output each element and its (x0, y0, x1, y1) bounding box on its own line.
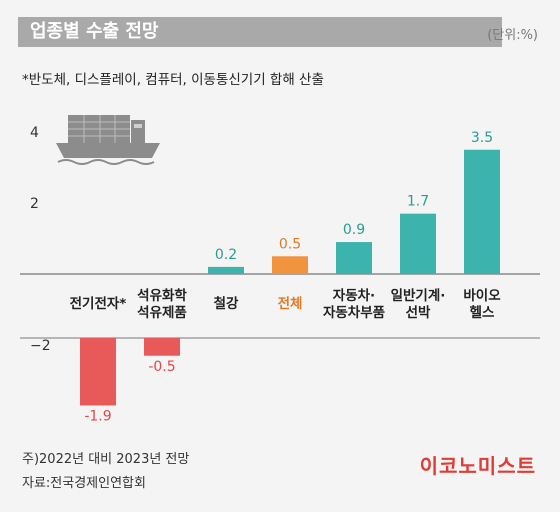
category-label: 선박 (406, 304, 431, 321)
unit-label: (단위:%) (487, 28, 538, 43)
bar (272, 256, 308, 274)
brand-logo: 이코노미스트 (419, 454, 536, 478)
category-label: 일반기계· (391, 287, 446, 304)
category-label: 헬스 (470, 304, 495, 321)
chart-footnote: *반도체, 디스플레이, 컴퓨터, 이동통신기기 합해 산출 (22, 72, 324, 88)
chart-title: 업종별 수출 전망 (30, 21, 159, 42)
category-label: 전기전자* (70, 295, 127, 312)
bar (208, 266, 244, 274)
value-label: 0.2 (215, 247, 237, 263)
category-label: 자동차· (333, 288, 375, 304)
category-label: 석유제품 (137, 305, 187, 321)
y-tick-label: 4 (30, 125, 39, 141)
title-bar: 업종별 수출 전망 (18, 17, 502, 47)
category-label: 바이오 (463, 287, 501, 304)
value-label: 0.9 (343, 222, 365, 238)
bar (464, 149, 500, 274)
category-label: 철강 (214, 295, 239, 312)
value-label: 0.5 (279, 236, 301, 252)
bar (336, 242, 372, 274)
category-label: 자동차부품 (323, 305, 385, 321)
cargo-ship-icon (56, 115, 160, 165)
value-label: 3.5 (471, 130, 493, 146)
notes: 주)2022년 대비 2023년 전망 자료:전국경제인연합회 (22, 448, 189, 496)
bar (400, 213, 436, 274)
value-label: -1.9 (84, 408, 111, 424)
note-basis: 주)2022년 대비 2023년 전망 (22, 452, 190, 467)
value-label: -0.5 (148, 359, 175, 375)
value-label: 1.7 (407, 194, 429, 210)
y-tick-label: −2 (30, 338, 51, 354)
category-label: 전체 (278, 295, 303, 312)
bar (144, 338, 180, 356)
bar (80, 338, 116, 406)
header: 업종별 수출 전망 (단위:%) (0, 0, 560, 58)
note-source: 자료:전국경제인연합회 (22, 476, 146, 491)
y-tick-label: 2 (30, 196, 39, 212)
category-label: 석유화학 (137, 288, 187, 304)
